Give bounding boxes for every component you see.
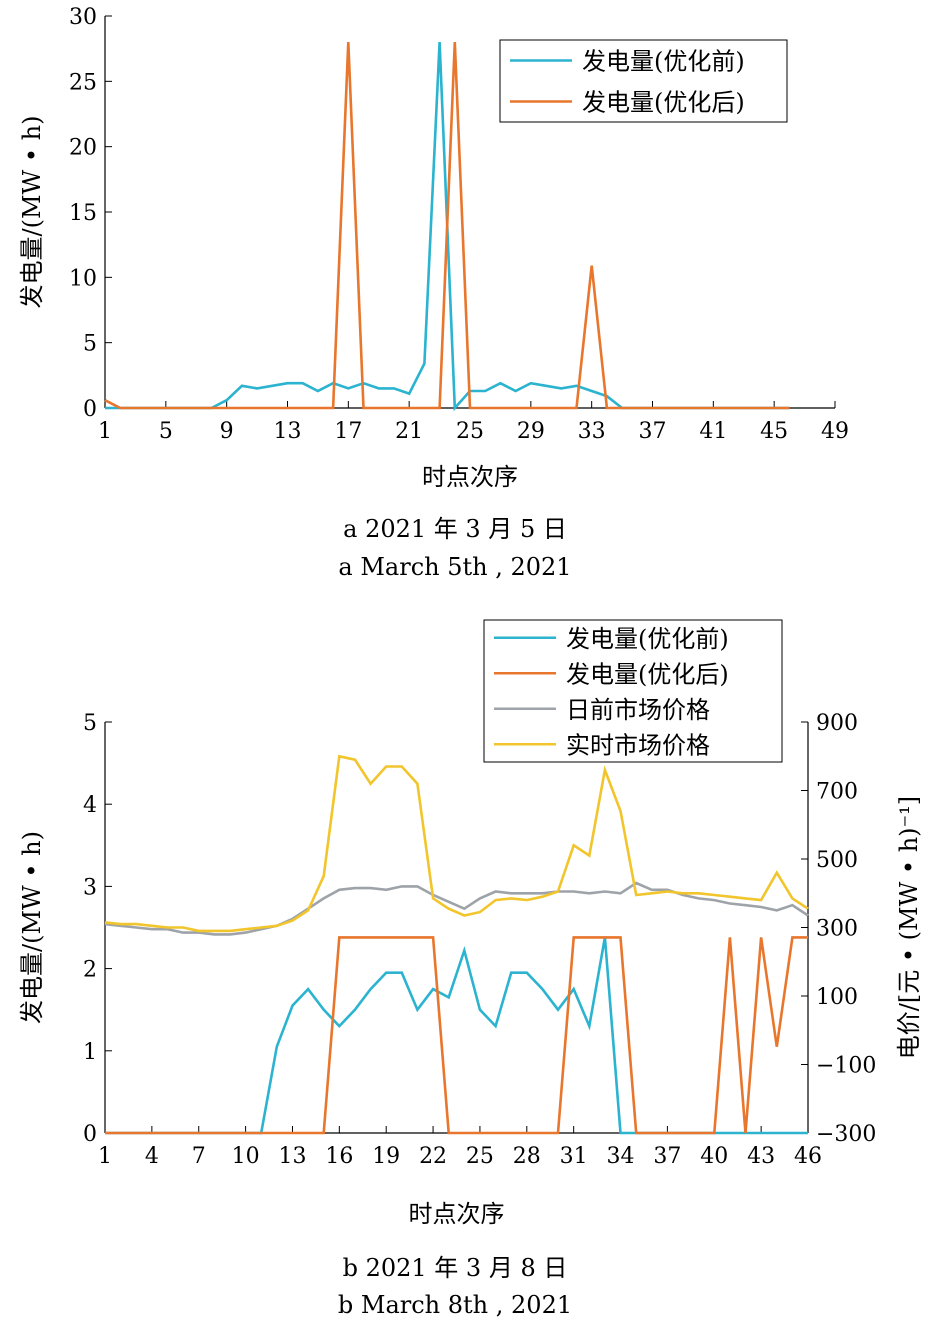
caption-en: a March 5th , 2021 — [338, 553, 571, 581]
x-tick-label: 5 — [159, 419, 173, 444]
x-axis-label: 时点次序 — [409, 1200, 505, 1228]
x-tick-label: 25 — [466, 1144, 494, 1169]
y-right-tick-label: 500 — [816, 848, 858, 873]
caption-en: b March 8th , 2021 — [338, 1291, 572, 1319]
x-axis-label: 时点次序 — [422, 463, 518, 491]
x-tick-label: 41 — [699, 419, 727, 444]
x-tick-label: 49 — [821, 419, 849, 444]
y-right-tick-label: −100 — [816, 1054, 876, 1079]
y-tick-label: 0 — [83, 1122, 97, 1147]
y-tick-label: 3 — [83, 875, 97, 900]
y-tick-label: 5 — [83, 332, 97, 357]
caption-cn: b 2021 年 3 月 8 日 — [343, 1254, 568, 1282]
y-right-tick-label: 100 — [816, 985, 858, 1010]
x-tick-label: 7 — [192, 1144, 206, 1169]
chart-b: 1 4 7 10 13 16 19 22 25 28 31 34 37 40 43 46012345−300−… — [18, 619, 923, 1319]
y-tick-label: 30 — [69, 5, 97, 30]
legend-label: 发电量(优化前) — [582, 48, 745, 76]
y-tick-label: 10 — [69, 266, 97, 291]
y-axis-right-label: 电价/[元 • (MW • h)⁻¹] — [895, 796, 923, 1059]
x-tick-label: 1 — [98, 1144, 112, 1169]
legend-label: 发电量(优化后) — [566, 660, 729, 688]
x-tick-label: 31 — [560, 1144, 588, 1169]
series-line-2 — [105, 936, 808, 1135]
y-tick-label: 4 — [83, 793, 97, 818]
x-tick-label: 45 — [760, 419, 788, 444]
y-tick-label: 20 — [69, 136, 97, 161]
x-tick-label: 9 — [220, 419, 234, 444]
x-tick-label: 34 — [607, 1144, 635, 1169]
x-tick-label: 13 — [274, 419, 302, 444]
x-tick-label: 21 — [395, 419, 423, 444]
x-tick-label: 37 — [653, 1144, 681, 1169]
x-tick-label: 29 — [517, 419, 545, 444]
x-tick-label: 33 — [578, 419, 606, 444]
x-tick-label: 16 — [325, 1144, 353, 1169]
x-tick-label: 22 — [419, 1144, 447, 1169]
legend-box — [483, 619, 783, 763]
x-tick-label: 13 — [278, 1144, 306, 1169]
x-tick-label: 10 — [232, 1144, 260, 1169]
x-tick-label: 25 — [456, 419, 484, 444]
y-right-tick-label: 300 — [816, 917, 858, 942]
legend-box — [499, 39, 788, 123]
y-right-tick-label: −300 — [816, 1122, 876, 1147]
y-axis-label: 发电量/(MW • h) — [18, 116, 46, 309]
y-tick-label: 2 — [83, 958, 97, 983]
series-line-4 — [104, 754, 809, 933]
legend-label: 发电量(优化前) — [566, 625, 729, 653]
legend-label: 日前市场价格 — [566, 696, 710, 724]
x-tick-label: 40 — [700, 1144, 728, 1169]
legend-label: 实时市场价格 — [566, 731, 710, 759]
y-tick-label: 25 — [69, 70, 97, 95]
y-right-tick-label: 700 — [816, 780, 858, 805]
x-tick-label: 19 — [372, 1144, 400, 1169]
y-tick-label: 1 — [83, 1040, 97, 1065]
y-tick-label: 5 — [83, 711, 97, 736]
x-tick-label: 4 — [145, 1144, 159, 1169]
x-tick-label: 17 — [334, 419, 362, 444]
y-tick-label: 0 — [83, 397, 97, 422]
y-tick-label: 15 — [69, 201, 97, 226]
x-tick-label: 43 — [747, 1144, 775, 1169]
series-line-3 — [104, 881, 809, 936]
legend-label: 发电量(优化后) — [582, 89, 745, 117]
x-tick-label: 28 — [513, 1144, 541, 1169]
caption-cn: a 2021 年 3 月 5 日 — [343, 515, 567, 543]
chart-a: 1 5 9 13 17 21 25 29 33 37 41 45 49051015202530发电量(优… — [18, 5, 849, 581]
y-right-tick-label: 900 — [816, 711, 858, 736]
series-line-2 — [104, 42, 790, 410]
y-axis-label: 发电量/(MW • h) — [18, 831, 46, 1024]
x-tick-label: 46 — [794, 1144, 822, 1169]
x-tick-label: 37 — [639, 419, 667, 444]
x-tick-label: 1 — [98, 419, 112, 444]
